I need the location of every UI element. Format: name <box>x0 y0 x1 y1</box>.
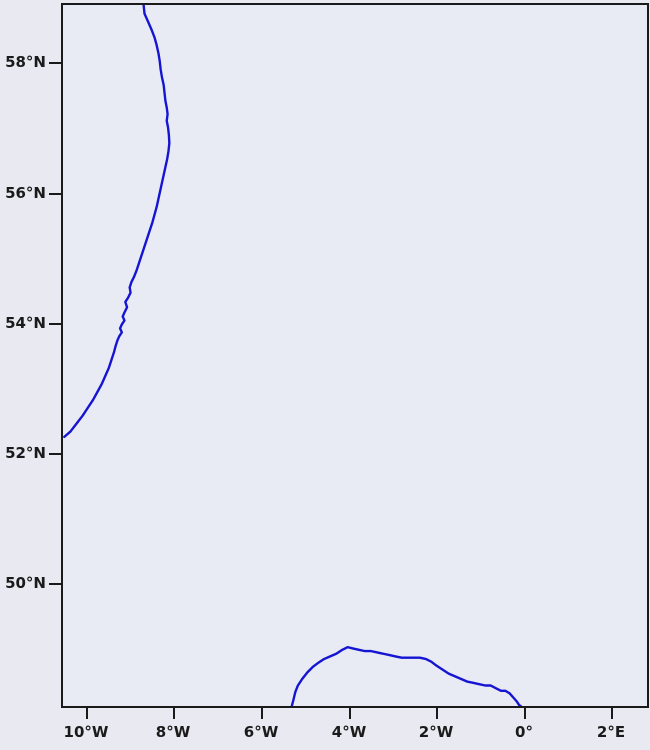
coastline-path-south <box>290 645 522 706</box>
x-tick-mark <box>611 708 613 719</box>
y-tick-label: 52°N <box>5 444 46 462</box>
x-tick-label: 4°W <box>331 723 367 741</box>
x-tick-label: 2°W <box>418 723 454 741</box>
y-tick-mark <box>49 583 61 585</box>
y-tick-label: 58°N <box>5 53 46 71</box>
y-tick-label: 56°N <box>5 184 46 202</box>
map-plot-area[interactable] <box>61 3 649 708</box>
coastline-path-west <box>63 5 171 439</box>
x-tick-label: 10°W <box>63 723 109 741</box>
y-tick-label: 50°N <box>5 574 46 592</box>
y-tick-mark <box>49 62 61 64</box>
x-tick-mark <box>261 708 263 719</box>
y-tick-mark <box>49 323 61 325</box>
x-tick-label: 6°W <box>243 723 279 741</box>
x-tick-mark <box>524 708 526 719</box>
coastline-svg <box>63 5 522 706</box>
x-tick-label: 2°E <box>596 723 626 741</box>
x-tick-mark <box>436 708 438 719</box>
x-tick-mark <box>349 708 351 719</box>
y-tick-label: 54°N <box>5 314 46 332</box>
x-tick-label: 0° <box>515 723 533 741</box>
y-tick-mark <box>49 453 61 455</box>
y-tick-mark <box>49 193 61 195</box>
x-tick-mark <box>86 708 88 719</box>
x-tick-label: 8°W <box>155 723 191 741</box>
x-tick-mark <box>173 708 175 719</box>
